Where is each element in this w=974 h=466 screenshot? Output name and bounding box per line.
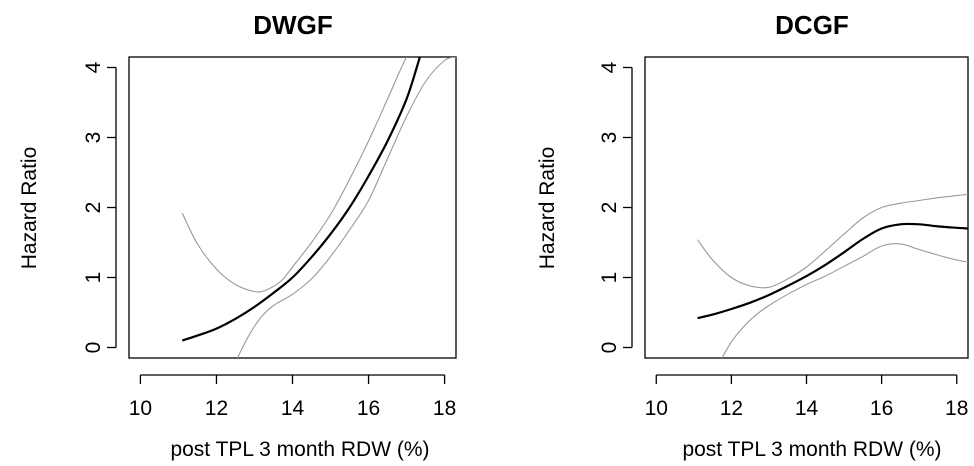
x-tick-label: 14: [281, 397, 305, 420]
x-tick-label: 18: [433, 397, 456, 420]
panel-dcgf: DCGF Hazard Ratio post TPL 3 month RDW (…: [536, 10, 969, 461]
confidence-band-lower: [236, 57, 456, 358]
x-tick-label: 14: [795, 397, 819, 420]
confidence-band-lower: [721, 243, 968, 358]
x-tick-label: 10: [645, 397, 668, 420]
x-tick-label: 12: [720, 397, 743, 420]
x-tick-label: 18: [945, 397, 968, 420]
y-axis: 0 1 2 3 4: [598, 61, 633, 354]
y-axis-label: Hazard Ratio: [18, 147, 41, 270]
y-tick-label: 4: [598, 61, 621, 73]
confidence-band-upper: [181, 57, 413, 293]
plot-frame: [644, 56, 969, 359]
y-tick-label: 1: [82, 272, 105, 284]
x-axis: 10 12 14 16 18: [645, 374, 968, 420]
y-axis-label: Hazard Ratio: [536, 147, 559, 270]
x-tick-label: 16: [357, 397, 380, 420]
y-axis: 0 1 2 3 4: [82, 61, 117, 354]
series-layer: [181, 57, 456, 358]
x-tick-label: 12: [205, 397, 228, 420]
x-axis-label: post TPL 3 month RDW (%): [682, 438, 941, 461]
y-tick-label: 2: [598, 202, 621, 214]
hazard-ratio-curve: [697, 222, 968, 320]
confidence-band-upper: [697, 193, 968, 289]
x-tick-label: 10: [129, 397, 152, 420]
series-layer: [697, 193, 968, 358]
panel-dwgf: DWGF Hazard Ratio post TPL 3 month RDW (…: [18, 10, 457, 461]
chart-title: DCGF: [775, 10, 849, 40]
plot-frame: [128, 56, 457, 359]
y-tick-label: 3: [82, 132, 105, 144]
y-tick-label: 4: [82, 61, 105, 73]
x-axis-label: post TPL 3 month RDW (%): [170, 438, 429, 461]
x-axis: 10 12 14 16 18: [129, 374, 456, 420]
y-tick-label: 0: [598, 342, 621, 354]
y-tick-label: 0: [82, 342, 105, 354]
chart-title: DWGF: [253, 10, 332, 40]
hazard-ratio-curve: [181, 57, 421, 342]
y-tick-label: 1: [598, 272, 621, 284]
y-tick-label: 2: [82, 202, 105, 214]
x-tick-label: 16: [870, 397, 893, 420]
y-tick-label: 3: [598, 132, 621, 144]
